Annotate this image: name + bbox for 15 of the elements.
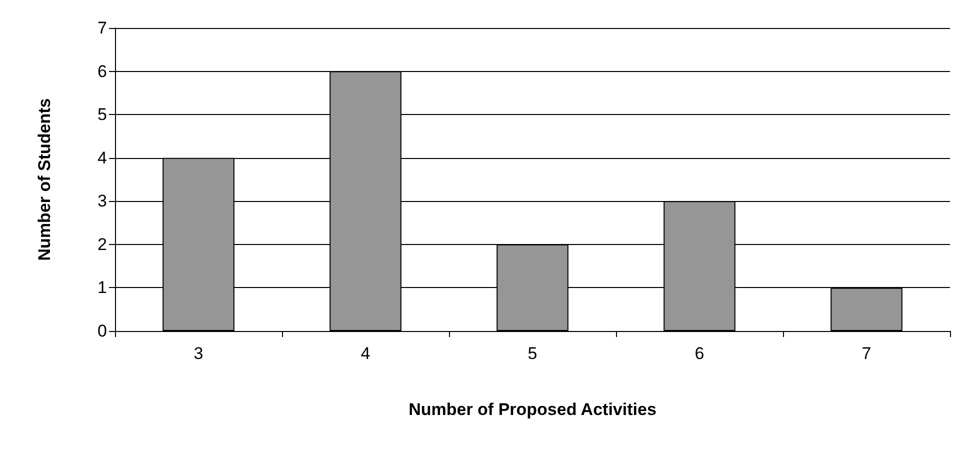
y-tick-label: 4 <box>98 148 107 168</box>
x-tick-label: 5 <box>528 344 538 363</box>
y-tick-label: 6 <box>98 62 107 81</box>
y-tick-label: 3 <box>98 192 107 211</box>
y-tick-label: 1 <box>98 278 107 298</box>
x-tick-label: 7 <box>862 344 872 363</box>
x-axis-title: Number of Proposed Activities <box>408 400 656 419</box>
y-tick-label: 5 <box>98 105 107 124</box>
y-tick-label: 7 <box>98 18 107 38</box>
y-tick-label: 0 <box>98 322 107 340</box>
y-axis-title: Number of Students <box>35 98 54 261</box>
y-tick-label: 2 <box>98 234 107 254</box>
x-tick-label: 3 <box>194 344 204 363</box>
x-tick-label: 4 <box>360 344 370 363</box>
x-tick-label: 6 <box>694 344 704 363</box>
